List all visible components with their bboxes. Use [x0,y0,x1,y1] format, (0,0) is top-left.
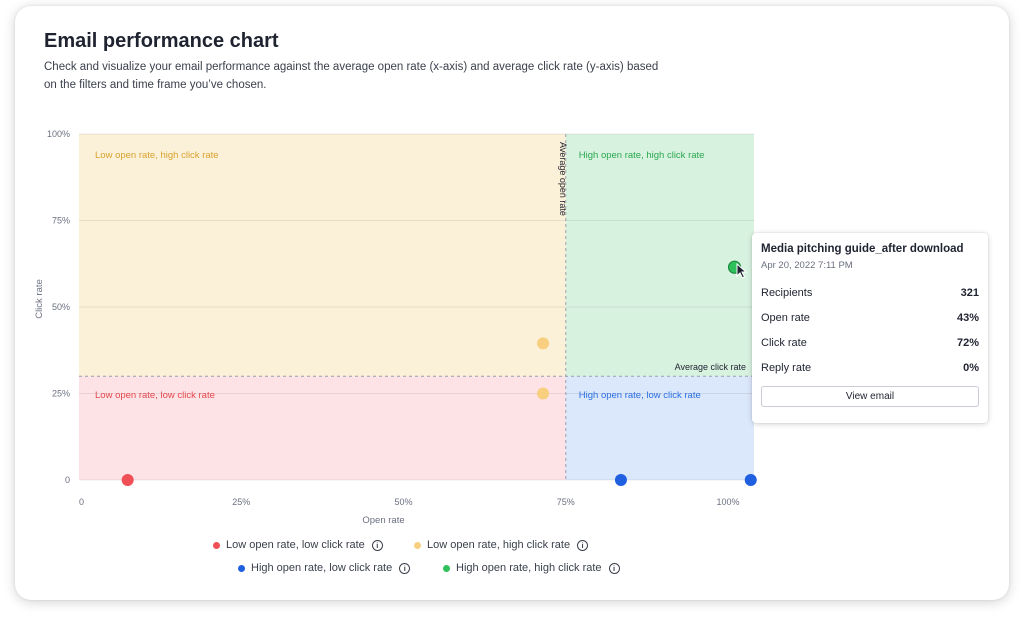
info-icon[interactable]: i [608,562,620,574]
tooltip-row-recipients: Recipients 321 [761,280,979,305]
average-click-rate-label: Average click rate [675,362,746,372]
x-axis-label: Open rate [362,515,404,526]
legend-dot [213,541,220,549]
x-tick-label: 100% [717,497,740,507]
quadrant-low-open-low-click [79,376,566,480]
legend-item-low-open-low-click[interactable]: Low open rate, low click rate i [213,539,383,551]
y-tick-label: 25% [52,389,70,399]
page-subtitle: Check and visualize your email performan… [44,61,659,91]
legend-dot [443,564,450,572]
x-tick-label: 25% [232,497,250,507]
tooltip-title: Media pitching guide_after download [761,243,964,255]
legend-dot [414,541,421,549]
data-point[interactable] [121,474,134,486]
tooltip-row-label: Open rate [761,311,810,324]
y-axis-label: Click rate [34,279,45,319]
data-point[interactable] [537,337,550,350]
tooltip-row-label: Reply rate [761,361,812,374]
legend-item-high-open-high-click[interactable]: High open rate, high click rate i [443,562,620,574]
legend-item-low-open-high-click[interactable]: Low open rate, high click rate i [414,539,589,551]
tooltip-row-label: Recipients [761,286,813,299]
y-tick-label: 75% [52,216,70,226]
quadrant-high-open-low-click [565,376,754,480]
legend-label: Low open rate, high click rate [427,539,571,551]
legend-dot [238,564,245,572]
y-tick-label: 100% [47,129,70,139]
quadrant-label: High open rate, high click rate [579,150,705,161]
quadrant-label: Low open rate, high click rate [95,150,219,161]
legend-label: Low open rate, low click rate [226,539,365,551]
tooltip-date: Apr 20, 2022 7:11 PM [761,260,853,271]
data-point[interactable] [537,387,550,400]
tooltip-row-value: 321 [960,286,979,299]
quadrant-label: High open rate, low click rate [579,390,701,401]
tooltip-row-label: Click rate [761,336,807,349]
data-point[interactable] [744,474,757,486]
info-icon[interactable]: i [399,562,411,574]
data-point[interactable] [614,474,627,486]
legend-label: High open rate, high click rate [456,562,602,574]
x-tick-label: 50% [395,497,413,507]
average-open-rate-label: Average open rate [558,142,568,216]
x-tick-label: 75% [557,497,575,507]
tooltip-row-open-rate: Open rate 43% [761,305,979,330]
tooltip-row-click-rate: Click rate 72% [761,330,979,355]
legend-label: High open rate, low click rate [251,562,393,574]
quadrant-high-open-high-click [565,134,754,377]
tooltip-row-reply-rate: Reply rate 0% [761,355,979,380]
page-title: Email performance chart [44,30,279,52]
tooltip-row-value: 0% [963,361,979,374]
info-icon[interactable]: i [371,539,383,551]
tooltip-row-value: 43% [956,311,979,324]
y-tick-label: 0 [65,475,70,485]
view-email-button[interactable]: View email [761,386,979,407]
info-icon[interactable]: i [577,539,589,551]
x-tick-label: 0 [79,497,84,507]
mouse-cursor-icon [736,263,748,279]
tooltip-row-value: 72% [956,336,979,349]
quadrant-label: Low open rate, low click rate [95,390,215,401]
y-tick-label: 50% [52,302,70,312]
email-tooltip: Media pitching guide_after download Apr … [752,233,988,423]
quadrant-low-open-high-click [79,134,566,377]
legend-item-high-open-low-click[interactable]: High open rate, low click rate i [238,562,411,574]
